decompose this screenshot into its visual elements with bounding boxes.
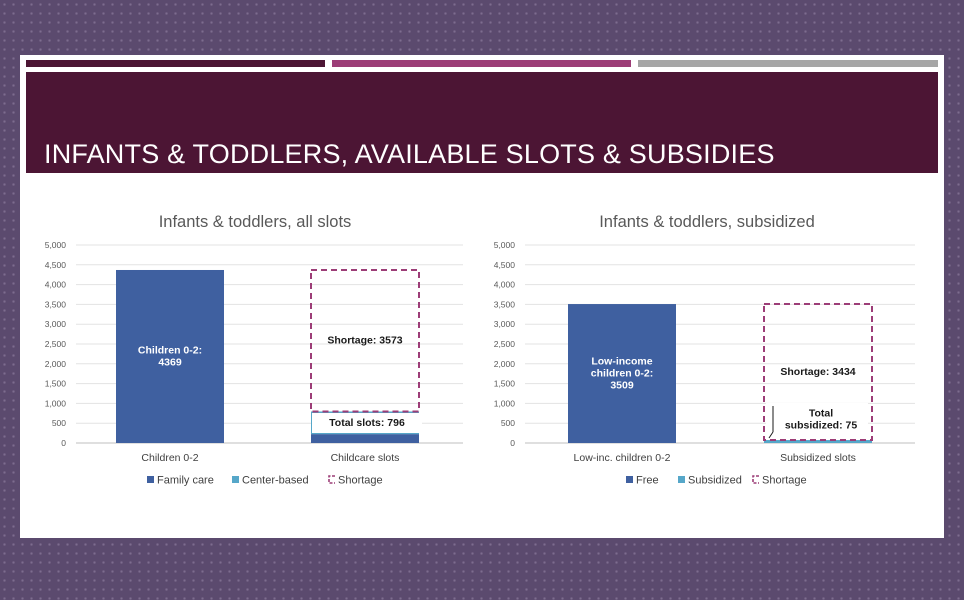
bar-family-care bbox=[311, 434, 419, 443]
y-tick-label: 1,500 bbox=[45, 379, 67, 389]
data-label: Total slots: 796 bbox=[329, 417, 405, 429]
y-tick-label: 4,000 bbox=[494, 280, 516, 290]
accent-stripe-3 bbox=[638, 60, 938, 67]
data-label-box bbox=[312, 413, 422, 433]
y-tick-label: 4,500 bbox=[494, 260, 516, 270]
slide-title: INFANTS & TODDLERS, AVAILABLE SLOTS & SU… bbox=[44, 139, 775, 169]
data-label: Low-income children 0-2: 3509 bbox=[591, 355, 653, 391]
y-tick-label: 2,500 bbox=[45, 339, 67, 349]
data-label: Shortage: 3573 bbox=[327, 335, 402, 347]
bar-free bbox=[568, 304, 676, 443]
bar-subsidized bbox=[764, 440, 872, 443]
title-banner: INFANTS & TODDLERS, AVAILABLE SLOTS & SU… bbox=[26, 72, 938, 173]
legend-swatch bbox=[328, 475, 335, 484]
y-tick-label: 5,000 bbox=[494, 240, 516, 250]
y-tick-label: 2,500 bbox=[494, 339, 516, 349]
x-tick-label: Children 0-2 bbox=[141, 452, 198, 464]
chart-title: Infants & toddlers, all slots bbox=[159, 213, 352, 231]
label-leader-line bbox=[768, 406, 774, 439]
legend-label: Subsidized bbox=[688, 475, 742, 487]
y-tick-label: 1,000 bbox=[494, 398, 516, 408]
y-tick-label: 0 bbox=[510, 438, 515, 448]
y-tick-label: 2,000 bbox=[494, 359, 516, 369]
legend-label: Family care bbox=[157, 475, 214, 487]
bar-shortage bbox=[763, 303, 873, 442]
y-tick-label: 3,000 bbox=[494, 319, 516, 329]
legend-label: Shortage bbox=[338, 475, 383, 487]
data-label: Shortage: 3434 bbox=[780, 366, 855, 378]
legend-swatch bbox=[147, 476, 154, 483]
y-tick-label: 5,000 bbox=[45, 240, 67, 250]
legend-swatch bbox=[752, 475, 759, 484]
y-tick-label: 4,500 bbox=[45, 260, 67, 270]
y-tick-label: 3,500 bbox=[494, 299, 516, 309]
y-tick-label: 1,000 bbox=[45, 398, 67, 408]
legend-label: Shortage bbox=[762, 475, 807, 487]
data-label: Children 0-2: 4369 bbox=[138, 344, 202, 368]
y-tick-label: 0 bbox=[61, 438, 66, 448]
x-tick-label: Childcare slots bbox=[331, 452, 400, 464]
legend-swatch bbox=[678, 476, 685, 483]
data-label-box bbox=[766, 403, 868, 436]
y-tick-label: 3,500 bbox=[45, 299, 67, 309]
legend-swatch bbox=[626, 476, 633, 483]
y-tick-label: 1,500 bbox=[494, 379, 516, 389]
x-tick-label: Subsidized slots bbox=[780, 452, 856, 464]
y-tick-label: 3,000 bbox=[45, 319, 67, 329]
y-tick-label: 4,000 bbox=[45, 280, 67, 290]
bar-shortage bbox=[310, 268, 420, 413]
bar-family-care bbox=[116, 269, 224, 443]
x-tick-label: Low-inc. children 0-2 bbox=[574, 452, 671, 464]
chart-title: Infants & toddlers, subsidized bbox=[599, 213, 815, 231]
data-label: Total subsidized: 75 bbox=[785, 407, 858, 431]
legend-label: Center-based bbox=[242, 475, 309, 487]
accent-stripe-2 bbox=[332, 60, 631, 67]
legend-swatch bbox=[232, 476, 239, 483]
y-tick-label: 500 bbox=[52, 418, 66, 428]
accent-stripe-1 bbox=[26, 60, 325, 67]
y-tick-label: 500 bbox=[501, 418, 515, 428]
legend-label: Free bbox=[636, 475, 659, 487]
y-tick-label: 2,000 bbox=[45, 359, 67, 369]
